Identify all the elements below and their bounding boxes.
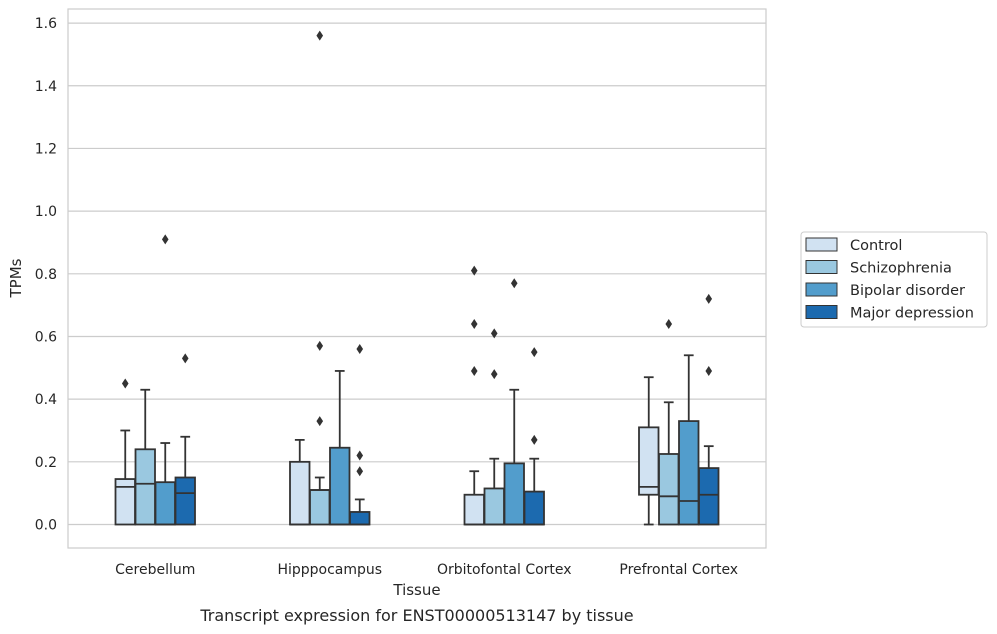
box-plot-prefrontal-cortex-bipolar-disorder [678, 354, 700, 526]
outlier-marker [121, 378, 129, 389]
box-plot-prefrontal-cortex-schizophrenia [658, 318, 680, 526]
box [329, 446, 351, 526]
box [678, 420, 700, 526]
y-tick-label: 0.8 [35, 267, 57, 283]
box [638, 426, 660, 496]
y-axis-label: TPMs [7, 258, 25, 298]
outlier-marker [316, 340, 324, 351]
legend-label: Bipolar disorder [850, 283, 965, 299]
box [309, 489, 331, 526]
plot-frame [67, 8, 767, 549]
y-tick-label: 0.4 [35, 392, 57, 408]
box [114, 478, 136, 526]
x-tick-label: Prefrontal Cortex [619, 562, 738, 578]
legend-label: Control [850, 238, 902, 254]
legend-swatch [805, 260, 838, 274]
legend: Control Schizophrenia Bipolar disorder Majo… [800, 231, 988, 328]
x-tick-label: Orbitofontal Cortex [437, 562, 572, 578]
outlier-marker [181, 353, 189, 364]
box [154, 481, 176, 526]
outlier-marker [530, 434, 538, 445]
box-plot-cerebellum-bipolar-disorder [154, 234, 176, 526]
outlier-marker [316, 416, 324, 427]
y-tick-label: 1.2 [35, 141, 57, 157]
box [658, 453, 680, 526]
x-axis-label: Tissue [392, 581, 440, 599]
box-plot-cerebellum-control [114, 378, 136, 526]
box [483, 487, 505, 526]
y-tick-label: 1.6 [35, 16, 57, 32]
box-plot-prefrontal-cortex-major-depression [698, 293, 720, 526]
legend-swatch [805, 282, 838, 297]
outlier-marker [356, 344, 364, 355]
legend-swatch [805, 237, 838, 252]
box [289, 460, 311, 526]
outlier-marker [316, 30, 324, 41]
box-plot-hipppocampus-bipolar-disorder [329, 370, 351, 526]
box-plot-hipppocampus-major-depression [349, 344, 371, 526]
outlier-marker [705, 293, 713, 304]
box-plot-orbitofontal-cortex-control [463, 265, 485, 526]
outlier-marker [705, 365, 713, 376]
x-tick-labels: Cerebellum Hipppocampus Orbitofontal Corte… [115, 562, 738, 578]
box-plot-cerebellum-schizophrenia [134, 388, 156, 526]
box [523, 490, 545, 526]
legend-label: Major depression [850, 306, 974, 322]
box-plot-hipppocampus-schizophrenia [309, 30, 331, 526]
outlier-marker [470, 265, 478, 276]
box [698, 467, 720, 526]
chart-caption: Transcript expression for ENST0000051314… [200, 606, 634, 625]
x-tick-label: Hipppocampus [277, 562, 382, 578]
outlier-marker [161, 234, 169, 245]
box [174, 476, 196, 526]
box [134, 448, 156, 526]
box-plot-cerebellum-major-depression [174, 353, 196, 526]
box-plots [114, 30, 720, 526]
y-tick-label: 1.4 [35, 79, 57, 95]
legend-swatch [805, 305, 838, 319]
outlier-marker [356, 466, 364, 477]
box [463, 493, 485, 526]
outlier-marker [490, 328, 498, 339]
legend-frame [800, 231, 988, 328]
outlier-marker [530, 347, 538, 358]
outlier-marker [470, 318, 478, 329]
box [349, 511, 371, 526]
box-plot-orbitofontal-cortex-schizophrenia [483, 328, 505, 526]
y-tick-label: 1.0 [35, 204, 57, 220]
legend-label: Schizophrenia [850, 261, 952, 277]
x-tick-label: Cerebellum [115, 562, 195, 578]
outlier-marker [490, 369, 498, 380]
outlier-marker [356, 450, 364, 461]
box-plot-hipppocampus-control [289, 438, 311, 526]
outlier-marker [510, 278, 518, 289]
box [503, 462, 525, 526]
y-tick-label: 0.6 [35, 329, 57, 345]
y-tick-label: 0.2 [35, 455, 57, 471]
outlier-marker [470, 365, 478, 376]
box-plot-orbitofontal-cortex-major-depression [523, 347, 545, 526]
y-tick-labels: 0.0 0.2 0.4 0.6 0.8 1.0 1.2 1.4 1.6 [35, 16, 57, 533]
y-tick-label: 0.0 [35, 517, 57, 533]
outlier-marker [665, 318, 673, 329]
